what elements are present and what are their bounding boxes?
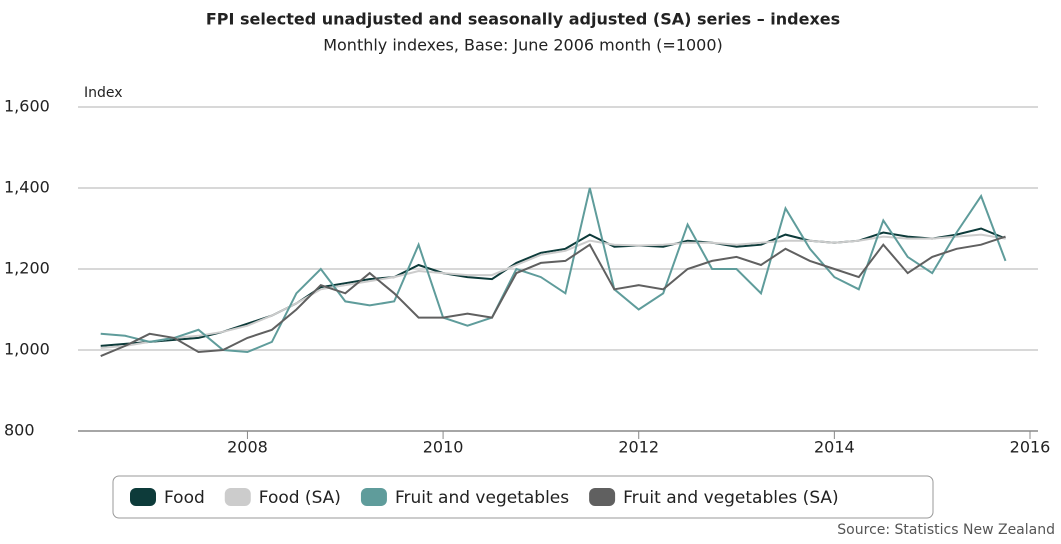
legend-box (112, 475, 934, 519)
x-tick-label: 2016 (1010, 438, 1051, 457)
x-tick-label: 2014 (814, 438, 855, 457)
legend-label: Fruit and vegetables (SA) (623, 488, 839, 508)
y-tick-label: 1,600 (4, 97, 50, 116)
legend-label: Fruit and vegetables (395, 488, 569, 508)
y-tick-label: 1,200 (4, 259, 50, 278)
x-tick-label: 2008 (227, 438, 268, 457)
legend-swatch (130, 488, 156, 506)
legend-label: Food (SA) (259, 488, 341, 508)
legend-swatch (224, 488, 251, 506)
x-tick-label: 2010 (423, 438, 464, 457)
y-tick-label: 1,400 (4, 178, 50, 197)
series-line (100, 233, 1006, 349)
chart-subtitle: Monthly indexes, Base: June 2006 month (… (323, 36, 723, 55)
series-line (100, 187, 1007, 354)
chart-title: FPI selected unadjusted and seasonally a… (206, 10, 840, 29)
legend-swatch (360, 488, 387, 506)
source: Source: Statistics New Zealand (837, 522, 1055, 538)
x-tick-label: 2012 (618, 438, 659, 457)
y-axis-label: Index (84, 85, 123, 101)
y-tick-label: 800 (4, 421, 35, 440)
y-tick-label: 1,000 (4, 340, 50, 359)
legend-swatch (589, 488, 616, 506)
series-line (100, 235, 1006, 358)
legend-label: Food (164, 488, 205, 508)
